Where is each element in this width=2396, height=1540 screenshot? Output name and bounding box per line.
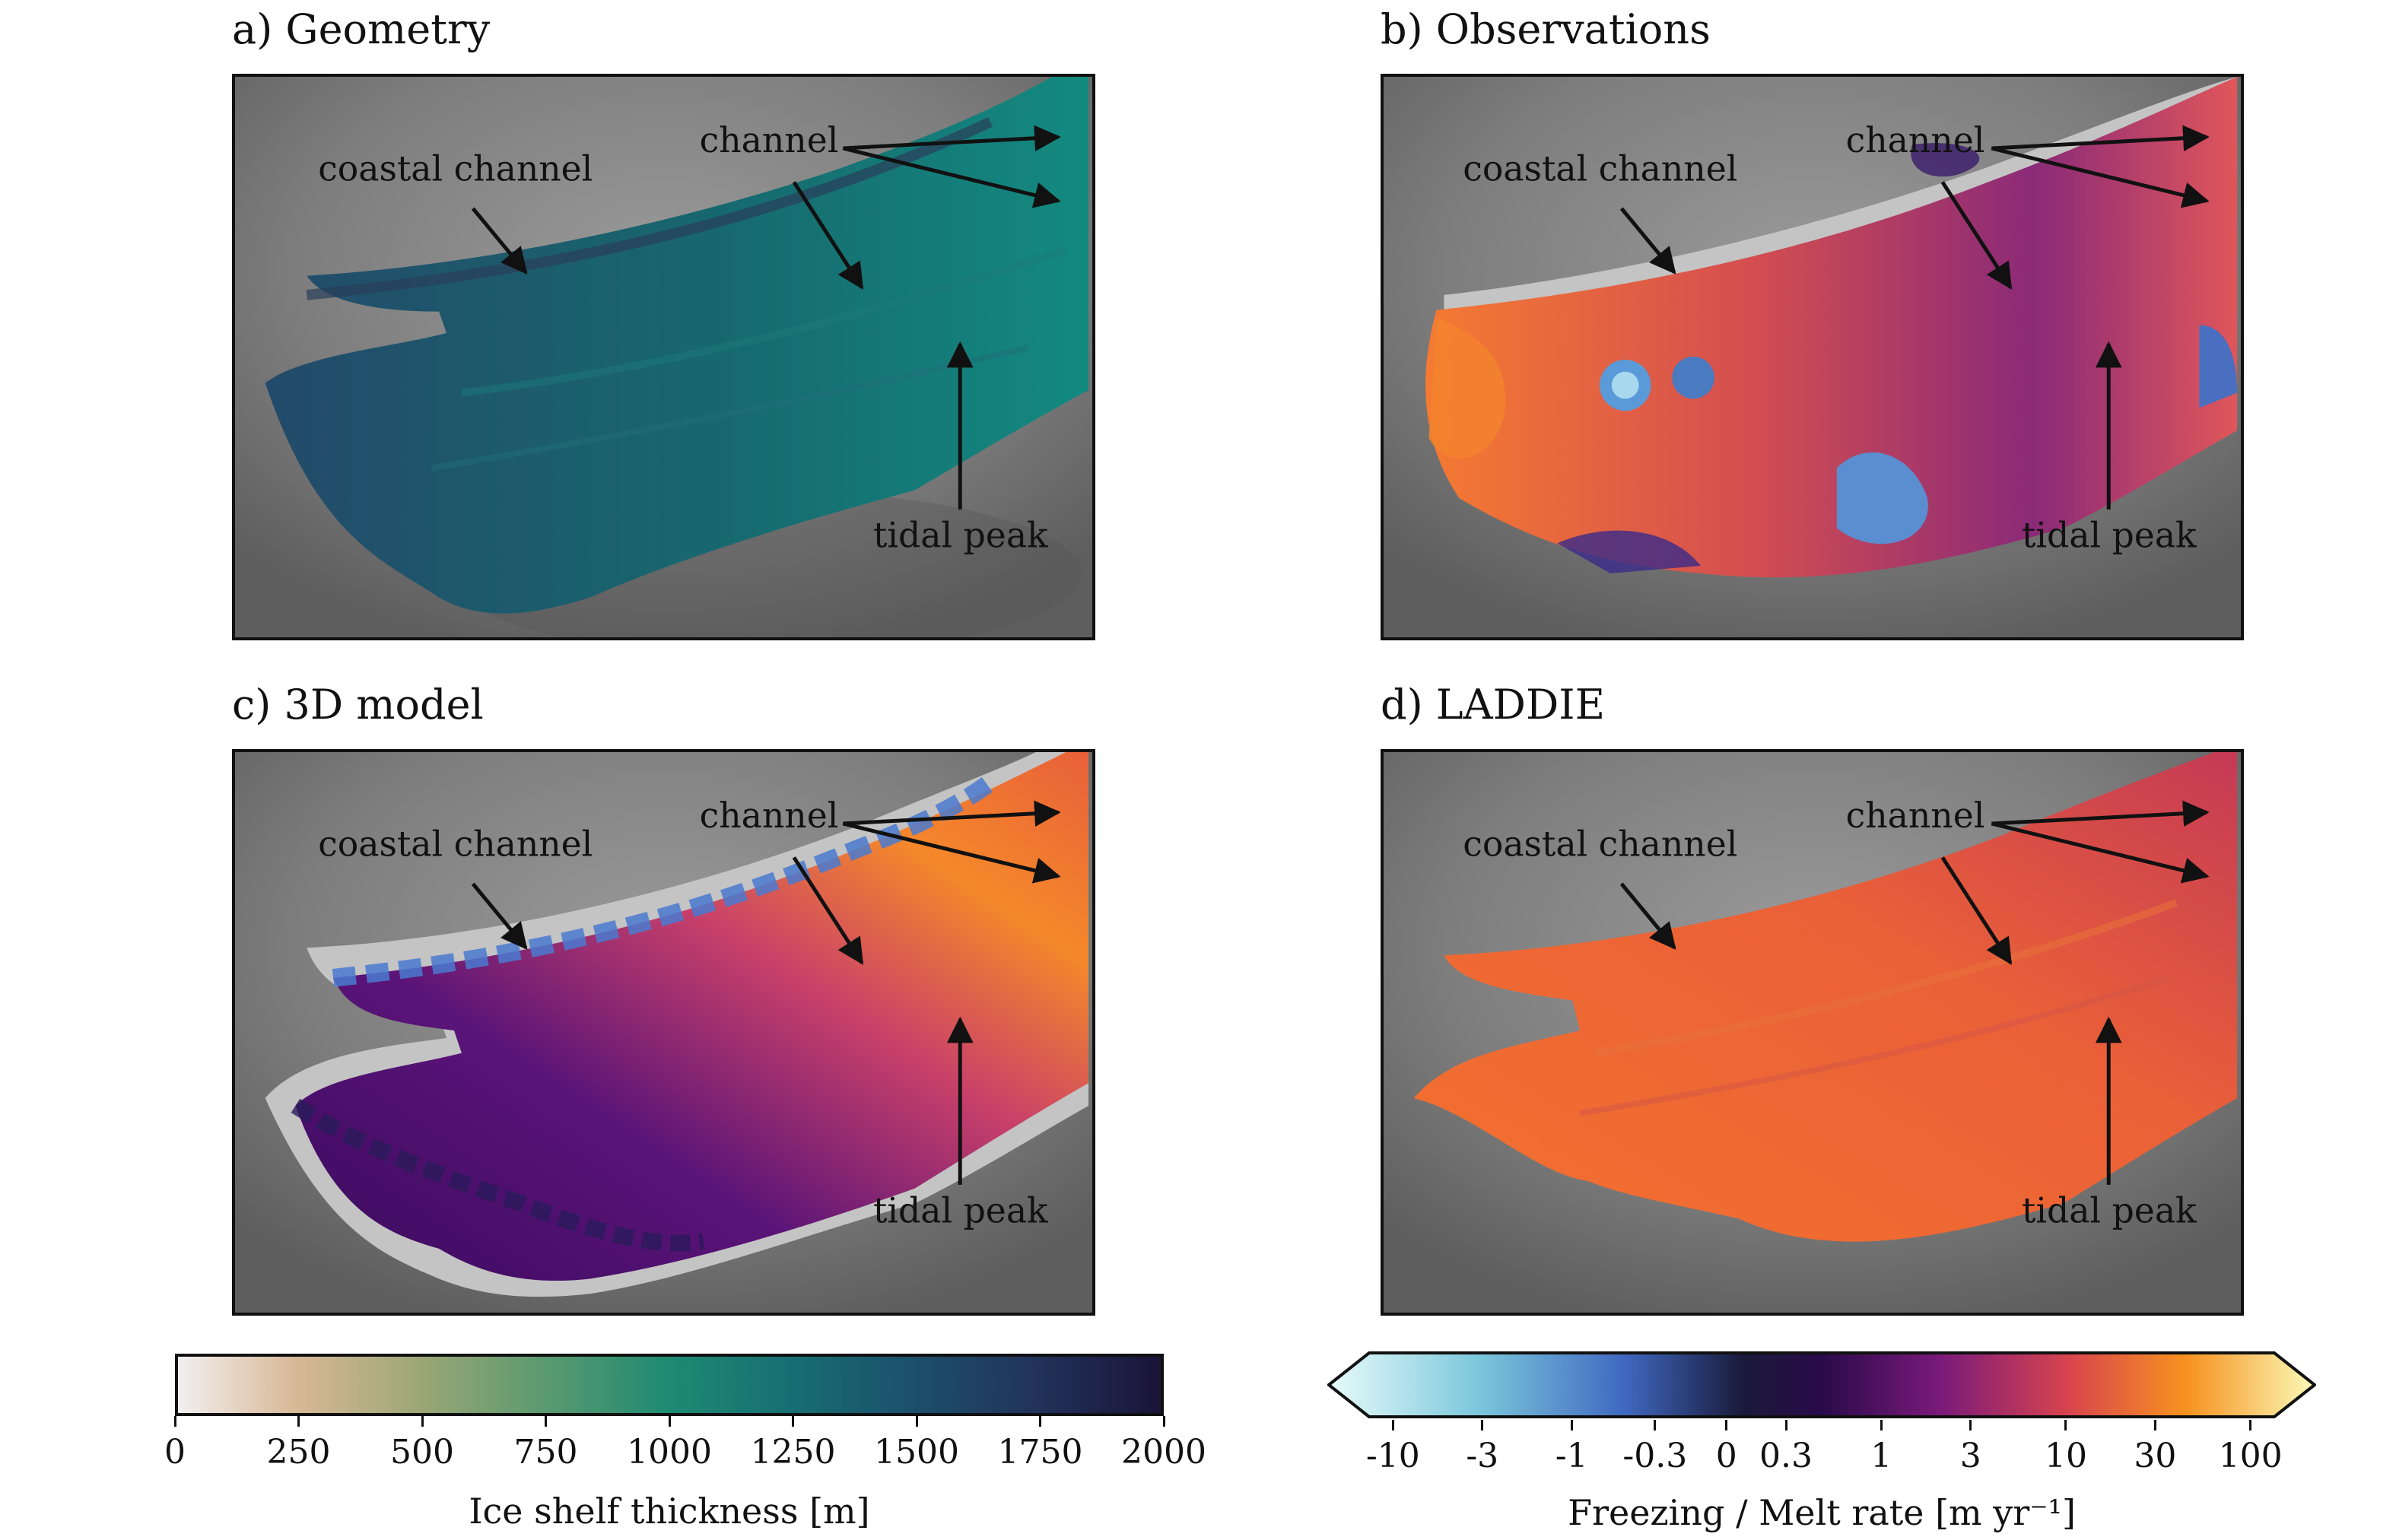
ice-shelf-thickness: [265, 77, 1089, 614]
annotation-channel: channel: [1846, 120, 2210, 290]
colorbar-melt-tick-label: 1: [1870, 1437, 1892, 1475]
colorbar-thickness: [175, 1354, 1164, 1416]
annotation-channel: channel: [700, 795, 1061, 965]
colorbar-thickness-tick-label: 250: [266, 1433, 331, 1472]
tidal-peak-label: tidal peak: [2022, 515, 2197, 555]
colorbar-melt-tickmark: [1880, 1420, 1883, 1430]
coastal-channel-label: coastal channel: [318, 824, 593, 865]
colorbar-thickness-tickmark: [1039, 1416, 1041, 1427]
colorbar-melt-tick-label: 100: [2218, 1437, 2283, 1475]
coastal-channel-label: coastal channel: [1463, 824, 1737, 865]
colorbar-melt-tickmark: [1570, 1420, 1573, 1430]
colorbar-melt-tick-label: -3: [1466, 1437, 1499, 1475]
coastal-channel-label: coastal channel: [1463, 149, 1737, 189]
colorbar-melt-tickmark: [1654, 1420, 1657, 1430]
colorbar-melt-tick-label: -1: [1555, 1437, 1588, 1475]
colorbar-thickness-tick-label: 0: [164, 1433, 186, 1472]
colorbar-thickness-tick-label: 500: [390, 1433, 454, 1472]
annotation-tidal-peak: tidal peak: [2022, 341, 2197, 555]
colorbar-thickness-tickmark: [421, 1416, 424, 1427]
colorbar-melt: [1327, 1350, 2316, 1420]
colorbar-thickness-tick-label: 2000: [1121, 1433, 1206, 1472]
colorbar-thickness-tickmark: [915, 1416, 918, 1427]
melt-rate-observations: [1425, 77, 2238, 578]
melt-rate-laddie: [1413, 752, 2238, 1242]
annotation-channel: channel: [700, 120, 1061, 290]
colorbar-melt-tick-label: 3: [1959, 1437, 1981, 1475]
colorbar-thickness-tickmark: [668, 1416, 671, 1427]
panel-title-a: a) Geometry: [232, 5, 491, 53]
panel-title-d: d) LADDIE: [1381, 681, 1605, 729]
colorbar-melt-tick-label: -10: [1365, 1437, 1420, 1475]
colorbar-thickness-tick-label: 1250: [750, 1433, 836, 1472]
colorbar-thickness-tick-label: 750: [513, 1433, 578, 1472]
colorbar-melt-tick-label: 30: [2134, 1437, 2177, 1475]
panel-title-b: b) Observations: [1381, 5, 1711, 53]
panel-title-c: c) 3D model: [232, 681, 484, 729]
channel-label: channel: [700, 795, 839, 836]
colorbar-melt-label: Freezing / Melt rate [m yr⁻¹]: [1568, 1492, 2076, 1533]
colorbar-melt-tickmark: [2249, 1420, 2252, 1430]
no-data-margin: [1444, 77, 2238, 348]
annotation-coastal-channel: coastal channel: [1463, 149, 1737, 275]
annotation-tidal-peak: tidal peak: [2022, 1016, 2197, 1230]
tidal-peak-label: tidal peak: [2022, 1190, 2197, 1230]
colorbar-melt-tickmark: [1391, 1420, 1394, 1430]
colorbar-melt-tick-label: 0: [1715, 1437, 1737, 1475]
panel-a-geometry-map: coastal channel channel tidal peak: [232, 74, 1095, 640]
channel-label: channel: [1846, 120, 1985, 160]
colorbar-melt-tick-label: 10: [2044, 1437, 2087, 1475]
annotation-channel: channel: [1846, 795, 2210, 965]
annotation-coastal-channel: coastal channel: [318, 149, 593, 275]
colorbar-melt-tick-label: -0.3: [1622, 1437, 1688, 1475]
colorbar-melt-tick-label: 0.3: [1759, 1437, 1813, 1475]
channel-label: channel: [700, 120, 839, 160]
colorbar-thickness-tick-label: 1750: [997, 1433, 1083, 1472]
colorbar-melt-tickmark: [1969, 1420, 1972, 1430]
colorbar-melt-tickmark: [1784, 1420, 1787, 1430]
tidal-peak-label: tidal peak: [873, 515, 1048, 555]
colorbar-melt-tickmark: [2153, 1420, 2156, 1430]
panel-c-3d-model-map: coastal channel channel tidal peak: [232, 749, 1095, 1316]
annotation-tidal-peak: tidal peak: [873, 341, 1048, 555]
coastal-channel-label: coastal channel: [318, 149, 593, 189]
annotation-coastal-channel: coastal channel: [318, 824, 593, 950]
colorbar-thickness-tickmark: [545, 1416, 547, 1427]
annotation-coastal-channel: coastal channel: [1463, 824, 1737, 950]
colorbar-thickness-label: Ice shelf thickness [m]: [469, 1491, 870, 1532]
tidal-peak-label: tidal peak: [873, 1190, 1048, 1230]
panel-d-laddie-map: coastal channel channel tidal peak: [1381, 749, 2244, 1316]
colorbar-melt-tickmark: [1725, 1420, 1728, 1430]
panel-b-observations-map: coastal channel channel tidal peak: [1381, 74, 2244, 640]
colorbar-melt-tickmark: [2064, 1420, 2067, 1430]
colorbar-thickness-tickmark: [1162, 1416, 1165, 1427]
colorbar-melt-tickmark: [1481, 1420, 1484, 1430]
channel-label: channel: [1846, 795, 1985, 836]
colorbar-thickness-tickmark: [792, 1416, 794, 1427]
colorbar-thickness-tick-label: 1000: [627, 1433, 712, 1472]
melt-rate-3d-model: [295, 752, 1089, 1281]
colorbar-thickness-tickmark: [173, 1416, 176, 1427]
annotation-tidal-peak: tidal peak: [873, 1016, 1048, 1230]
colorbar-thickness-tickmark: [297, 1416, 300, 1427]
colorbar-thickness-tick-label: 1500: [874, 1433, 959, 1472]
